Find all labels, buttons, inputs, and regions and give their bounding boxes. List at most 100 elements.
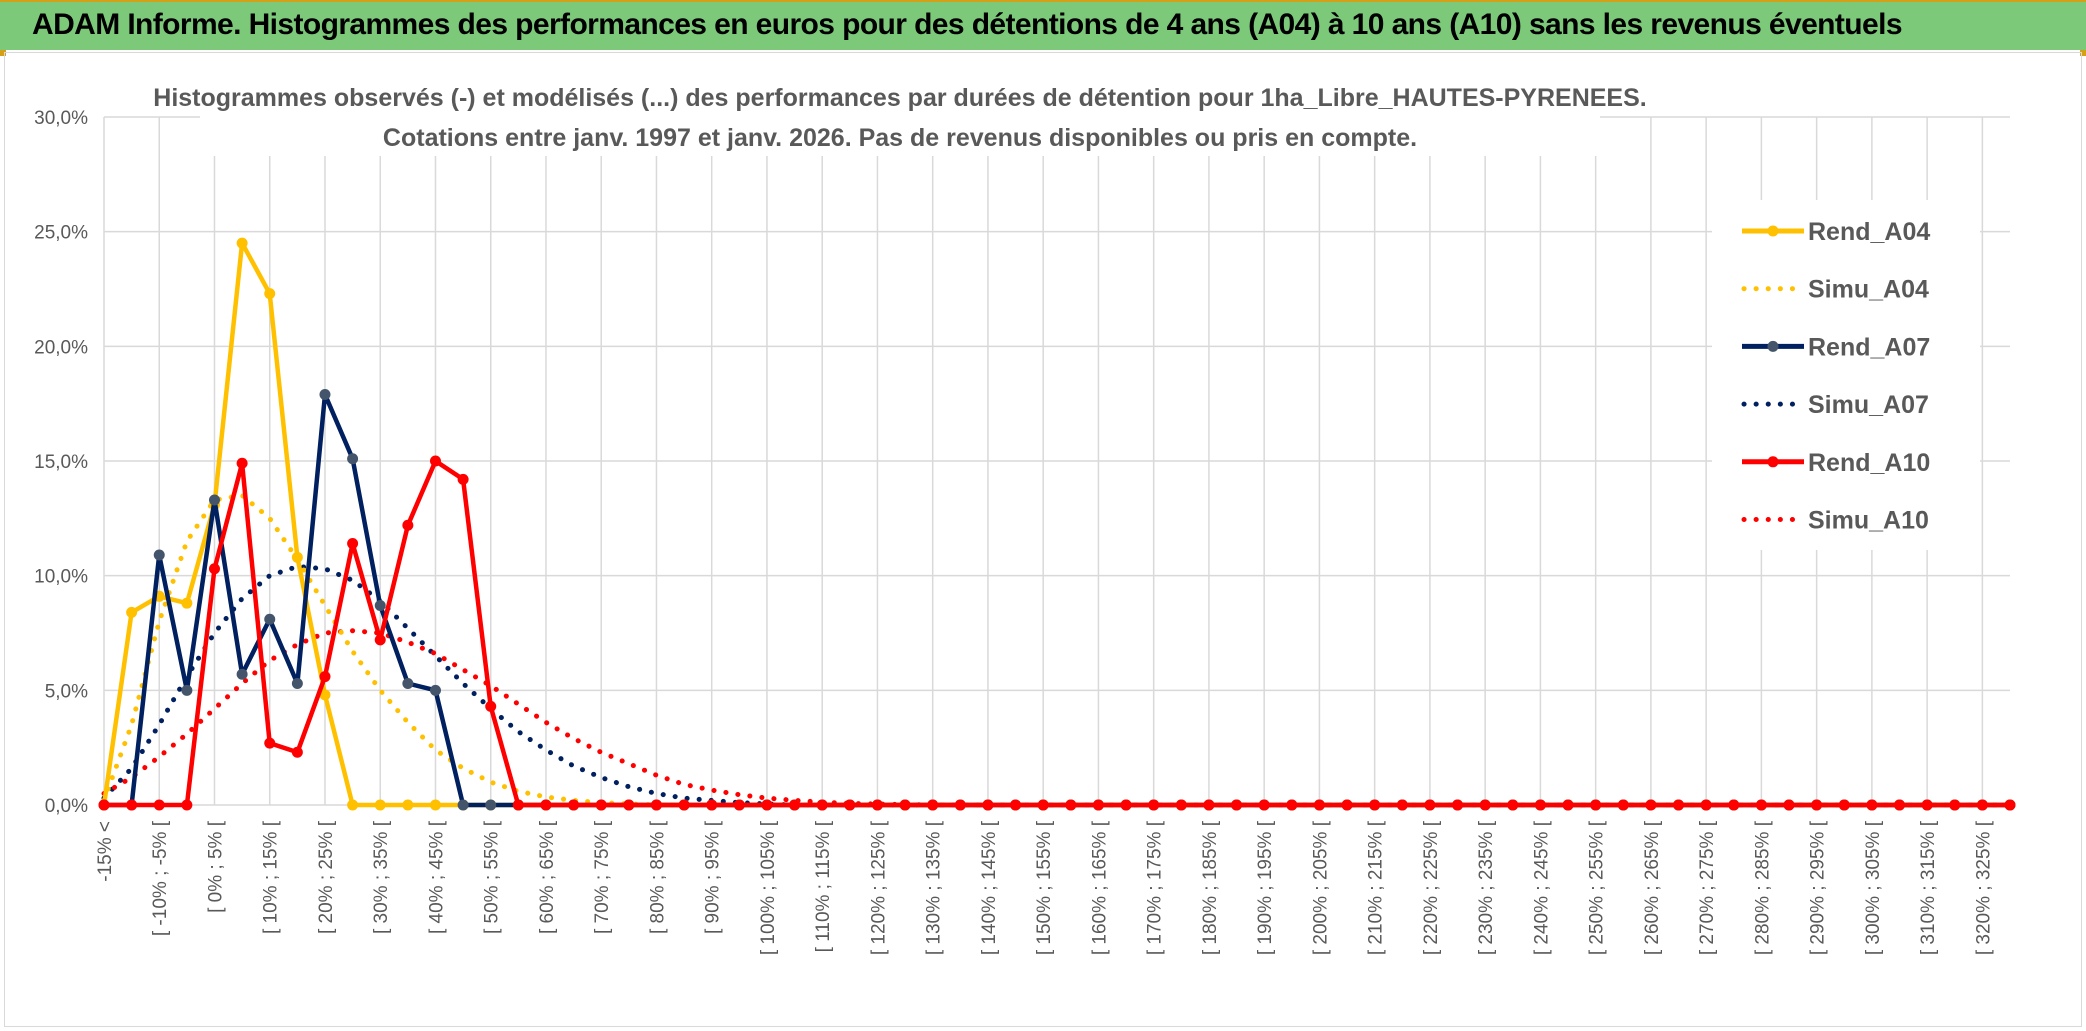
- x-tick-label: [ 140% ; 145% [: [979, 820, 1000, 955]
- frame-corner-right: [2080, 50, 2086, 56]
- data-point-Rend_A10: [291, 746, 303, 758]
- x-tick-label: [ 100% ; 105% [: [758, 820, 779, 955]
- data-point-Rend_A10: [319, 671, 331, 683]
- x-tick-label: [ 290% ; 295% [: [1808, 820, 1829, 955]
- legend-label-Rend_A07: Rend_A07: [1808, 333, 1930, 361]
- legend-label-Rend_A10: Rend_A10: [1808, 449, 1930, 477]
- data-point-Rend_A10: [1010, 799, 1022, 811]
- data-point-Rend_A10: [2004, 799, 2016, 811]
- data-point-Rend_A10: [1673, 799, 1685, 811]
- data-point-Rend_A10: [402, 519, 414, 531]
- data-point-Rend_A10: [1755, 799, 1767, 811]
- data-point-Rend_A10: [236, 457, 248, 469]
- x-tick-label: [ 320% ; 325% [: [1973, 820, 1994, 955]
- data-point-Rend_A10: [1065, 799, 1077, 811]
- data-point-Rend_A10: [899, 799, 911, 811]
- data-point-Rend_A10: [1645, 799, 1657, 811]
- data-point-Rend_A10: [871, 799, 883, 811]
- data-point-Rend_A10: [595, 799, 607, 811]
- legend-marker-Rend_A04: [1767, 225, 1779, 237]
- data-point-Rend_A10: [374, 634, 386, 646]
- x-tick-label: [ 210% ; 215% [: [1366, 820, 1387, 955]
- data-point-Rend_A10: [1452, 799, 1464, 811]
- x-tick-label: [ 270% ; 275% [: [1697, 820, 1718, 955]
- data-point-Rend_A10: [485, 700, 497, 712]
- data-point-Rend_A10: [1424, 799, 1436, 811]
- data-point-Rend_A10: [1866, 799, 1878, 811]
- data-point-Rend_A04: [374, 799, 386, 811]
- data-point-Rend_A07: [457, 799, 469, 811]
- data-point-Rend_A07: [347, 453, 359, 465]
- data-point-Rend_A10: [1617, 799, 1629, 811]
- data-point-Rend_A10: [733, 799, 745, 811]
- data-point-Rend_A10: [429, 455, 441, 467]
- data-point-Rend_A10: [1921, 799, 1933, 811]
- data-point-Rend_A04: [126, 606, 138, 618]
- data-point-Rend_A07: [236, 668, 248, 680]
- data-point-Rend_A10: [1286, 799, 1298, 811]
- data-point-Rend_A10: [1894, 799, 1906, 811]
- chart-frame: [4, 52, 2082, 1027]
- x-tick-label: [ 220% ; 225% [: [1421, 820, 1442, 955]
- data-point-Rend_A10: [1313, 799, 1325, 811]
- x-tick-label: [ 190% ; 195% [: [1255, 820, 1276, 955]
- data-point-Rend_A10: [1479, 799, 1491, 811]
- data-point-Rend_A10: [678, 799, 690, 811]
- data-point-Rend_A10: [1562, 799, 1574, 811]
- data-point-Rend_A10: [1175, 799, 1187, 811]
- x-tick-label: [ 50% ; 55% [: [482, 820, 503, 934]
- data-point-Rend_A04: [429, 799, 441, 811]
- data-point-Rend_A10: [153, 799, 165, 811]
- chart-legend: Rend_A04 Simu_A04 Rend_A07 Simu_A07 Rend_A10…: [1741, 218, 1930, 535]
- data-point-Rend_A10: [98, 799, 110, 811]
- data-point-Rend_A04: [319, 689, 331, 701]
- data-point-Rend_A07: [402, 677, 414, 689]
- x-tick-label: [ 20% ; 25% [: [316, 820, 337, 934]
- y-tick-label: 0,0%: [45, 796, 88, 817]
- data-point-Rend_A07: [319, 388, 331, 400]
- frame-corner-left: [0, 50, 6, 56]
- data-point-Rend_A10: [816, 799, 828, 811]
- data-point-Rend_A10: [1949, 799, 1961, 811]
- data-point-Rend_A07: [153, 549, 165, 561]
- x-tick-label: [ 310% ; 315% [: [1918, 820, 1939, 955]
- x-tick-label: [ 120% ; 125% [: [868, 820, 889, 955]
- legend-label-Simu_A10: Simu_A10: [1808, 507, 1929, 535]
- x-tick-label: [ 0% ; 5% [: [205, 820, 226, 913]
- x-tick-label: [ 60% ; 65% [: [537, 820, 558, 934]
- data-point-Rend_A10: [1341, 799, 1353, 811]
- data-point-Rend_A10: [706, 799, 718, 811]
- data-point-Rend_A10: [1534, 799, 1546, 811]
- x-tick-label: [ 300% ; 305% [: [1863, 820, 1884, 955]
- data-point-Rend_A10: [457, 473, 469, 485]
- series-layer: [98, 237, 2016, 811]
- data-point-Rend_A10: [1700, 799, 1712, 811]
- series-line-Rend_A10: [104, 458, 2010, 808]
- y-tick-label: 30,0%: [34, 108, 88, 129]
- data-point-Rend_A10: [208, 563, 220, 575]
- data-point-Rend_A10: [512, 799, 524, 811]
- x-tick-label: [ 250% ; 255% [: [1587, 820, 1608, 955]
- x-tick-label: [ 30% ; 35% [: [371, 820, 392, 934]
- data-point-Rend_A04: [347, 799, 359, 811]
- data-point-Rend_A04: [402, 799, 414, 811]
- data-point-Rend_A10: [761, 799, 773, 811]
- data-point-Rend_A10: [789, 799, 801, 811]
- data-point-Rend_A10: [1590, 799, 1602, 811]
- x-tick-label: [ 90% ; 95% [: [703, 820, 724, 934]
- data-point-Rend_A10: [1203, 799, 1215, 811]
- x-tick-label: [ -10% ; -5% [: [150, 820, 171, 936]
- x-tick-label: [ 40% ; 45% [: [426, 820, 447, 934]
- data-point-Rend_A10: [540, 799, 552, 811]
- data-point-Rend_A10: [1396, 799, 1408, 811]
- data-point-Rend_A10: [954, 799, 966, 811]
- data-point-Rend_A10: [1811, 799, 1823, 811]
- data-point-Rend_A10: [927, 799, 939, 811]
- data-point-Rend_A10: [1120, 799, 1132, 811]
- data-point-Rend_A07: [429, 684, 441, 696]
- legend-label-Simu_A07: Simu_A07: [1808, 391, 1929, 419]
- x-tick-label: [ 230% ; 235% [: [1476, 820, 1497, 955]
- x-tick-label: [ 260% ; 265% [: [1642, 820, 1663, 955]
- data-point-Rend_A10: [982, 799, 994, 811]
- x-tick-label: [ 70% ; 75% [: [592, 820, 613, 934]
